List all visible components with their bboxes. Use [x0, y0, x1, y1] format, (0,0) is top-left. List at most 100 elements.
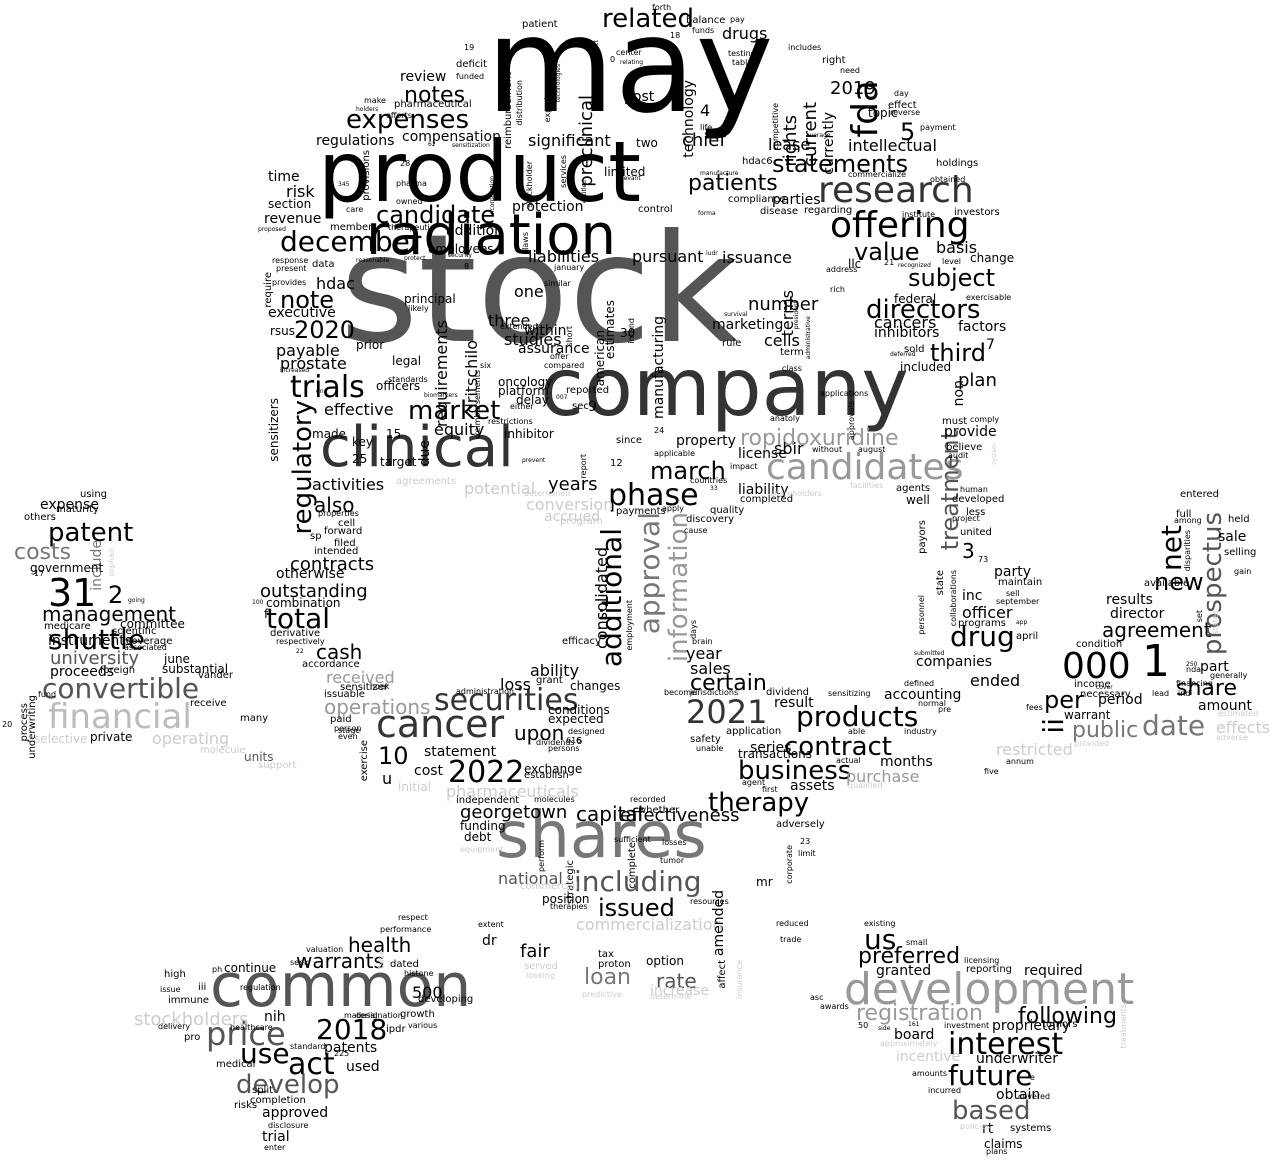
- word-2: 2: [108, 581, 124, 609]
- word-estimated: estimated: [1218, 709, 1259, 718]
- word-tumor: tumor: [660, 856, 685, 865]
- word-limited: limited: [604, 165, 646, 179]
- word-accordance: accordance: [302, 659, 360, 670]
- word-warrant: warrant: [1064, 708, 1111, 722]
- word-split: split: [252, 1085, 274, 1096]
- word-approval: approval: [633, 512, 666, 635]
- word-establish: establish: [524, 770, 569, 781]
- word-reimbursement: reimbursement: [503, 72, 514, 149]
- word-2021: 2021: [686, 693, 768, 731]
- word-sbir: sbir: [774, 439, 804, 458]
- word-delay: delay: [516, 393, 549, 407]
- word-per: per: [1044, 686, 1084, 714]
- word-material: material: [344, 1011, 378, 1020]
- word-cash: cash: [316, 640, 363, 664]
- word-17: 17: [34, 569, 45, 578]
- word-rt: rt: [982, 1121, 994, 1137]
- word-preferred: preferred: [858, 944, 961, 969]
- word-treatments: treatments: [1119, 1004, 1128, 1049]
- word-third: third: [930, 339, 986, 367]
- word-made: made: [312, 427, 347, 441]
- word-national: national: [498, 869, 563, 888]
- word-jurisdictions: jurisdictions: [690, 688, 739, 697]
- word-commercial: commercial: [520, 881, 579, 892]
- word-distribution: distribution: [515, 80, 524, 126]
- word-employees: employees: [428, 242, 494, 256]
- word-drug: drug: [950, 620, 1015, 653]
- word-stock: stock: [340, 203, 739, 377]
- word-held: held: [1228, 514, 1250, 525]
- word-grant: grant: [536, 675, 563, 686]
- word-employment: employment: [625, 600, 634, 651]
- word-0: 0: [610, 55, 616, 64]
- word-georgetown: georgetown: [460, 802, 568, 823]
- word-future: future: [948, 1059, 1033, 1092]
- word-candidate: candidate: [376, 201, 496, 229]
- word-administration: administration: [456, 687, 515, 696]
- word-person: person: [334, 724, 362, 733]
- word-approvals: approvals: [847, 401, 856, 441]
- word-asc: asc: [810, 993, 824, 1002]
- word-funding: funding: [460, 819, 506, 833]
- word-performance: performance: [380, 925, 432, 934]
- word-completion: completion: [250, 1095, 306, 1106]
- word-9: 9: [588, 399, 597, 415]
- word-committee: committee: [120, 617, 185, 631]
- word-us: us: [864, 923, 897, 956]
- word-member: member: [330, 222, 373, 233]
- word-company: company: [540, 341, 909, 434]
- word-business: business: [738, 756, 852, 786]
- word-determine: determine: [650, 992, 692, 1001]
- word-ropidoxuridine: ropidoxuridine: [740, 426, 899, 451]
- word-relevant: relevant: [616, 175, 641, 182]
- word-obtain: obtain: [996, 1087, 1041, 1103]
- word-app: app: [1016, 619, 1028, 626]
- word-exercisable: exercisable: [966, 293, 1012, 302]
- word-maturity: maturity: [56, 504, 99, 515]
- word-including: including: [574, 865, 702, 898]
- word-date: date: [1142, 709, 1206, 742]
- word-believe: believe: [946, 442, 983, 453]
- word-center: center: [616, 48, 642, 57]
- word-developed: developed: [952, 494, 1005, 505]
- word-right: right: [822, 55, 846, 66]
- word-resources: resources: [690, 897, 729, 906]
- word-competitive: competitive: [771, 103, 780, 151]
- word-trade: trade: [780, 935, 802, 944]
- word-ended: ended: [970, 671, 1021, 690]
- word-reporting: reporting: [966, 964, 1013, 975]
- word-normal: normal: [918, 699, 947, 708]
- word-result: result: [774, 695, 814, 711]
- word-operating: operating: [152, 729, 230, 748]
- word-disparities: disparities: [1183, 530, 1192, 572]
- word-subject: subject: [908, 264, 995, 292]
- word-liabilities: liabilities: [528, 247, 600, 266]
- word-covered: covered: [1018, 1092, 1051, 1101]
- word-pay: pay: [730, 15, 745, 24]
- word-paid: paid: [330, 714, 352, 725]
- word-well: well: [906, 493, 930, 507]
- word-affect: affect: [717, 960, 728, 989]
- word-securities: securities: [434, 683, 579, 718]
- word-ipdr: ipdr: [386, 1024, 406, 1035]
- word-adverse: adverse: [1216, 733, 1249, 742]
- word-7: 7: [986, 337, 995, 353]
- word-months: months: [880, 754, 933, 770]
- word-investors: investors: [954, 207, 1000, 218]
- word-inhibitors: inhibitors: [874, 325, 940, 341]
- word-losses: losses: [662, 838, 687, 847]
- word-president: president: [793, 301, 800, 330]
- word-transactions: transactions: [738, 747, 813, 761]
- word-derivative: derivative: [270, 628, 321, 639]
- word-short: short: [565, 326, 574, 347]
- word-collaborations: collaborations: [949, 570, 958, 627]
- word-market: market: [408, 396, 501, 426]
- word-reimbursements: reimbursements: [473, 370, 482, 436]
- word-used: used: [346, 1059, 380, 1075]
- word-currently: currently: [821, 112, 837, 175]
- word-policies: policies: [960, 1122, 991, 1131]
- word-factors: factors: [958, 319, 1007, 335]
- word-manufacturing: manufacturing: [651, 316, 667, 419]
- word-cell: cell: [338, 518, 356, 529]
- word-private: private: [90, 730, 133, 744]
